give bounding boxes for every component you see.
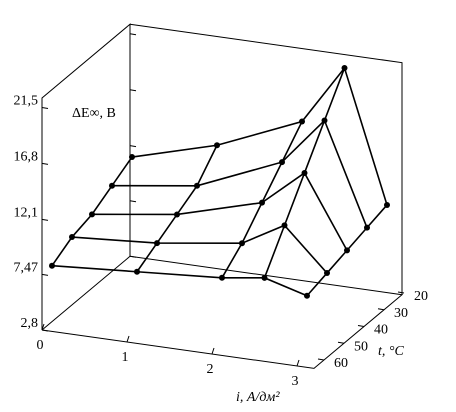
data-point <box>261 274 268 281</box>
x-tick-label: 0 <box>37 338 44 353</box>
data-point <box>301 169 308 176</box>
data-point <box>134 268 140 275</box>
left-wall <box>41 23 131 330</box>
data-point <box>299 118 305 125</box>
y-tick-label: 60 <box>334 356 348 371</box>
z-tick-back <box>129 33 137 36</box>
data-point <box>344 247 350 254</box>
x-tick-label: 3 <box>292 374 299 389</box>
y-tick <box>357 325 365 328</box>
data-point <box>69 234 75 241</box>
y-tick-label: 20 <box>414 289 428 304</box>
data-point <box>109 182 115 189</box>
z-tick-label: 2,8 <box>21 316 39 331</box>
z-tick-back <box>129 89 137 92</box>
y-tick <box>377 308 385 311</box>
data-point <box>259 199 265 206</box>
data-point <box>281 222 288 229</box>
data-point <box>324 270 330 277</box>
data-point <box>174 211 180 218</box>
z-axis-title: ΔE∞, В <box>72 106 116 121</box>
data-point <box>49 262 55 269</box>
data-point <box>279 159 285 166</box>
data-point <box>129 154 135 161</box>
z-tick <box>41 106 49 109</box>
z-tick-label: 7,47 <box>14 261 39 276</box>
surface-row <box>131 66 388 206</box>
x-tick <box>41 323 45 331</box>
data-point <box>341 65 348 72</box>
x-tick <box>211 347 215 355</box>
z-tick-back <box>129 255 137 258</box>
data-point <box>89 211 95 218</box>
z-tick-back <box>129 200 137 203</box>
y-axis-title: t, °C <box>378 344 404 359</box>
z-tick-back <box>129 145 137 148</box>
x-tick <box>296 359 300 367</box>
z-tick <box>41 329 49 332</box>
z-tick <box>41 273 49 276</box>
data-point <box>194 182 200 189</box>
y-tick <box>317 358 325 361</box>
surface-column <box>136 144 218 273</box>
z-tick-label: 16,8 <box>14 150 39 165</box>
y-tick-label: 40 <box>374 323 388 338</box>
surface-row <box>111 119 368 228</box>
data-point <box>321 117 328 124</box>
x-tick-label: 2 <box>207 362 214 377</box>
z-tick-label: 12,1 <box>14 206 39 221</box>
data-point <box>219 274 225 281</box>
y-tick-label: 30 <box>394 306 408 321</box>
z-tick-label: 21,5 <box>14 94 39 109</box>
data-point <box>154 240 160 247</box>
x-tick <box>126 335 130 343</box>
back-wall <box>129 23 403 295</box>
data-point <box>304 292 310 299</box>
y-tick <box>397 291 405 294</box>
z-tick <box>41 162 49 165</box>
z-tick <box>41 218 49 221</box>
data-point <box>214 142 220 149</box>
y-tick <box>337 341 345 344</box>
y-tick-label: 50 <box>354 339 368 354</box>
data-point <box>364 224 370 231</box>
data-point <box>384 201 390 208</box>
x-tick-label: 1 <box>122 350 129 365</box>
data-point <box>239 240 245 247</box>
floor <box>41 255 404 369</box>
surface-row <box>51 264 308 297</box>
x-axis-title: i, А/дм² <box>236 390 280 405</box>
